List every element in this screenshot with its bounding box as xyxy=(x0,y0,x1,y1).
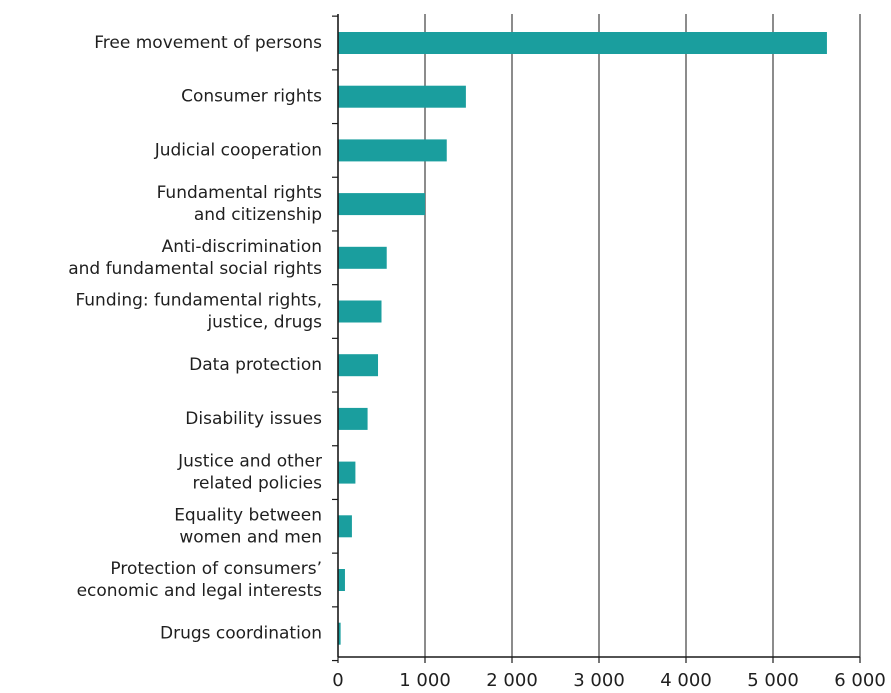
bar xyxy=(338,300,382,323)
bar xyxy=(338,461,356,484)
x-tick-label: 4 000 xyxy=(660,670,712,691)
bar xyxy=(338,569,345,591)
category-label: Drugs coordination xyxy=(160,624,322,644)
bar xyxy=(338,354,379,377)
category-label: Funding: fundamental rights, justice, dru… xyxy=(75,291,322,333)
category-label: Disability issues xyxy=(185,409,322,429)
x-tick-label: 0 xyxy=(332,670,343,691)
category-label: Data protection xyxy=(189,355,322,375)
category-label: Consumer rights xyxy=(181,87,322,107)
category-label: Anti-discrimination and fundamental socia… xyxy=(68,237,322,279)
bar xyxy=(338,246,387,269)
x-tick-label: 3 000 xyxy=(573,670,625,691)
tick-labels: 0 1 000 2 000 3 000 4 000 5 000 6 000 xyxy=(332,670,885,691)
bar xyxy=(338,407,368,430)
bar xyxy=(338,85,466,108)
bar xyxy=(338,515,352,538)
category-label: Protection of consumers’ economic and leg… xyxy=(77,559,323,601)
grid-lines xyxy=(424,14,861,657)
category-label: Free movement of persons xyxy=(94,33,322,53)
category-label: Justice and other related policies xyxy=(177,452,322,494)
bar xyxy=(338,139,447,162)
x-tick-label: 1 000 xyxy=(399,670,451,691)
category-labels: Free movement of persons Consumer rights J… xyxy=(68,33,322,644)
x-tick-label: 5 000 xyxy=(747,670,799,691)
bars xyxy=(338,32,827,645)
x-tick-label: 6 000 xyxy=(834,670,886,691)
category-label: Fundamental rights and citizenship xyxy=(157,183,323,225)
axes xyxy=(332,14,861,663)
bar xyxy=(338,193,425,216)
x-tick-label: 2 000 xyxy=(486,670,538,691)
category-label: Judicial cooperation xyxy=(154,140,322,160)
bar xyxy=(338,622,341,645)
bar xyxy=(338,32,827,54)
category-label: Equality between women and men xyxy=(174,505,322,547)
